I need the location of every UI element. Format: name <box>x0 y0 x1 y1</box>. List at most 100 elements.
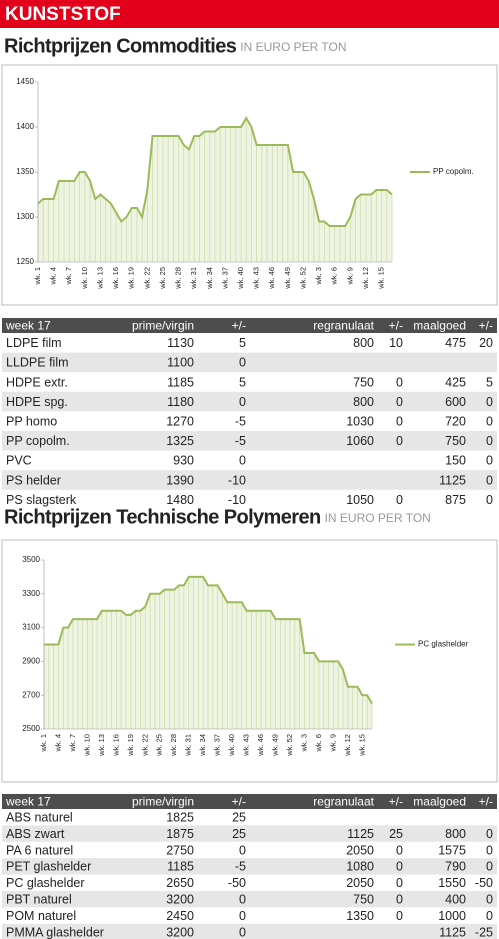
cell-value: 400 <box>445 892 466 906</box>
y-tick-label: 1450 <box>16 77 34 86</box>
cell-value: 1130 <box>167 336 194 350</box>
x-tick-label: wk. 28 <box>174 267 183 290</box>
cell-value: 0 <box>239 356 246 370</box>
row-label: PVC <box>6 454 32 468</box>
cell-value: -50 <box>475 876 493 890</box>
cell-value: 790 <box>445 860 466 874</box>
series-line <box>44 575 373 705</box>
cell-value: 0 <box>486 493 493 507</box>
cell-value: 25 <box>232 810 246 824</box>
cell-value: 10 <box>389 336 403 350</box>
x-tick-label: wk. 12 <box>343 734 352 757</box>
cell-value: 0 <box>486 434 493 448</box>
row-band <box>2 352 497 373</box>
row-label: PMMA glashelder <box>6 925 104 939</box>
chart-subtitle: IN EURO PER TON <box>325 511 431 525</box>
cell-value: 3200 <box>166 925 194 939</box>
cell-value: 1030 <box>346 414 374 428</box>
x-tick-label: wk. 9 <box>328 734 337 753</box>
row-band <box>2 923 497 939</box>
column-header: regranulaat <box>313 319 374 333</box>
cell-value: 0 <box>396 909 403 923</box>
cell-value: 0 <box>396 876 403 890</box>
cell-value: 0 <box>239 925 246 939</box>
cell-value: 800 <box>445 827 466 841</box>
x-tick-label: wk. 16 <box>111 734 120 757</box>
row-label: PA 6 naturel <box>6 843 73 857</box>
cell-value: 1325 <box>166 434 194 448</box>
cell-value: 750 <box>353 892 374 906</box>
cell-value: 0 <box>486 395 493 409</box>
x-tick-label: wk. 43 <box>242 734 251 757</box>
x-tick-label: wk. 3 <box>299 734 308 753</box>
cell-value: 1185 <box>167 860 194 874</box>
cell-value: 0 <box>396 434 403 448</box>
x-tick-label: wk. 22 <box>140 734 149 757</box>
column-header: week 17 <box>5 795 51 809</box>
cell-value: 0 <box>239 892 246 906</box>
cell-value: 0 <box>486 454 493 468</box>
cell-value: 5 <box>239 375 246 389</box>
column-header: regranulaat <box>313 795 374 809</box>
x-tick-label: wk. 1 <box>33 267 42 286</box>
column-header: prime/virgin <box>132 795 194 809</box>
cell-value: 750 <box>445 434 466 448</box>
row-band <box>2 825 497 842</box>
row-label: PET glashelder <box>6 860 91 874</box>
cell-value: 1100 <box>167 356 194 370</box>
x-tick-label: wk. 46 <box>256 734 265 757</box>
cell-value: 0 <box>239 454 246 468</box>
x-tick-label: wk. 34 <box>205 267 214 290</box>
cell-value: 1875 <box>166 827 194 841</box>
cell-value: -5 <box>235 434 246 448</box>
x-tick-label: wk. 34 <box>198 734 207 757</box>
row-label: HDPE extr. <box>6 375 68 389</box>
row-label: POM naturel <box>6 909 76 923</box>
y-tick-label: 1350 <box>16 167 34 176</box>
cell-value: -10 <box>228 473 246 487</box>
x-tick-label: wk. 49 <box>271 734 280 757</box>
row-label: ABS zwart <box>6 827 65 841</box>
cell-value: 0 <box>486 909 493 923</box>
x-tick-label: wk. 6 <box>330 267 339 286</box>
cell-value: 0 <box>239 909 246 923</box>
cell-value: 875 <box>445 493 466 507</box>
x-tick-label: wk. 19 <box>127 267 136 290</box>
cell-value: 1350 <box>346 909 374 923</box>
cell-value: -5 <box>235 414 246 428</box>
y-tick-label: 1400 <box>16 122 34 131</box>
cell-value: 0 <box>486 414 493 428</box>
legend-label: PC glashelder <box>418 640 469 649</box>
cell-value: 150 <box>445 454 466 468</box>
row-band <box>2 391 497 412</box>
cell-value: 1080 <box>346 860 374 874</box>
x-tick-label: wk. 4 <box>49 267 58 286</box>
x-tick-label: wk. 25 <box>155 734 164 757</box>
row-label: HDPE spg. <box>6 395 68 409</box>
cell-value: -10 <box>228 493 246 507</box>
chart-title: Richtprijzen Technische Polymeren <box>4 506 321 528</box>
column-header: +/- <box>232 795 246 809</box>
y-tick-label: 2900 <box>22 657 40 666</box>
column-header: +/- <box>389 319 403 333</box>
cell-value: 0 <box>396 395 403 409</box>
x-tick-label: wk. 6 <box>314 734 323 753</box>
column-header: week 17 <box>5 319 51 333</box>
cell-value: 600 <box>445 395 466 409</box>
cell-value: 25 <box>389 827 403 841</box>
cell-value: 750 <box>353 375 374 389</box>
cell-value: 0 <box>396 843 403 857</box>
x-tick-label: wk. 13 <box>95 267 104 290</box>
x-tick-label: wk. 4 <box>53 734 62 753</box>
cell-value: 2450 <box>166 909 194 923</box>
row-label: PP homo <box>6 414 57 428</box>
cell-value: 1390 <box>166 473 194 487</box>
x-tick-label: wk. 37 <box>213 734 222 757</box>
header-bar <box>0 0 499 28</box>
x-tick-label: wk. 16 <box>111 267 120 290</box>
x-tick-label: wk. 25 <box>158 267 167 290</box>
cell-value: 2750 <box>166 843 194 857</box>
row-band <box>2 431 497 451</box>
x-tick-label: wk. 19 <box>126 734 135 757</box>
